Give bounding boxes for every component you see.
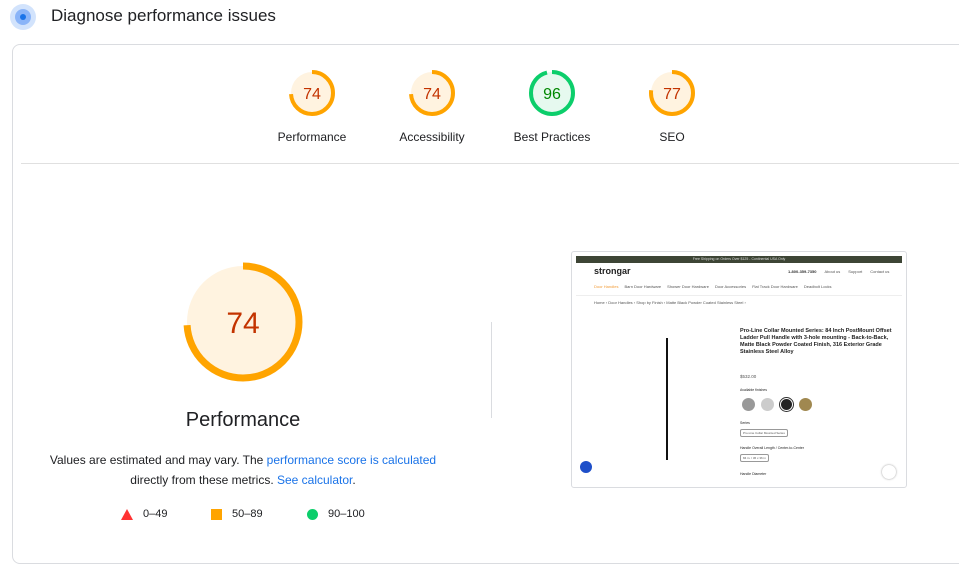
score-gauge: 77 [649,70,695,116]
square-icon [211,508,222,520]
vertical-divider [491,322,492,418]
score-value: 96 [543,86,561,103]
lighthouse-icon [10,4,36,30]
score-note: Values are estimated and may vary. The p… [49,453,437,487]
gauge-best-practices[interactable]: 96 Best Practices [492,68,612,144]
score-arc [409,70,455,116]
score-gauge: 74 [409,70,455,116]
score-arc [289,70,335,116]
score-value: 77 [663,86,681,103]
category-title: Performance [185,409,301,431]
gauge-label: SEO [659,130,685,144]
score-calculated-link[interactable]: performance score is calculated [266,453,437,467]
see-calculator-link[interactable]: See calculator [276,473,353,487]
score-arc [183,262,303,382]
score-gauge: 96 [529,70,575,116]
score-arc [649,70,695,116]
triangle-icon [121,508,133,520]
logo: strongar [594,266,631,276]
gauge-label: Best Practices [513,130,591,144]
page-title: Diagnose performance issues [51,6,276,25]
gauge-performance[interactable]: 74 Performance [252,68,372,144]
performance-gauge-large: 74 [183,262,303,382]
accessibility-icon [580,461,592,473]
legend-average: 50–89 [211,508,263,520]
legend-pass: 90–100 [307,508,365,520]
divider [21,163,959,164]
gauge-seo[interactable]: 77 SEO [612,68,732,144]
page-screenshot-thumbnail[interactable]: Free Shipping on Orders Over $125 - Cont… [571,251,907,488]
score-value: 74 [226,307,259,340]
legend-fail: 0–49 [121,508,167,520]
score-value: 74 [303,86,321,103]
score-arc [529,70,575,116]
score-value: 74 [423,86,441,103]
gauge-accessibility[interactable]: 74 Accessibility [372,68,492,144]
gauge-label: Accessibility [399,130,465,144]
gauge-label: Performance [277,130,347,144]
chat-icon [882,465,896,479]
score-gauge: 74 [289,70,335,116]
circle-icon [307,508,318,520]
